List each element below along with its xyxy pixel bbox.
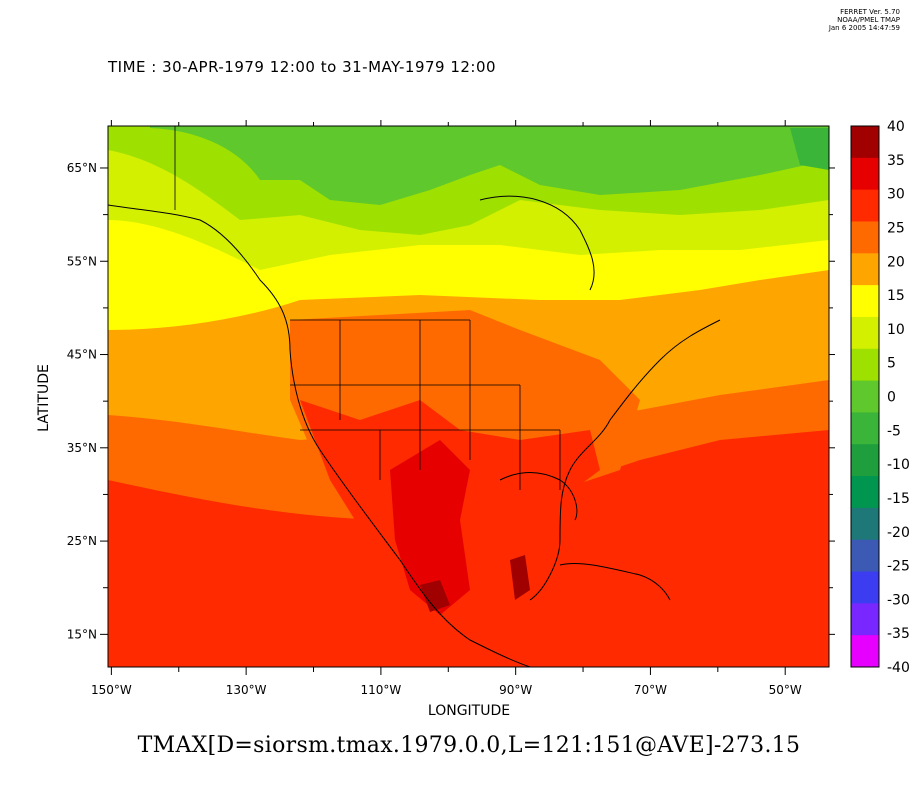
x-tick-label: 150°W bbox=[91, 683, 132, 697]
colorbar-swatch bbox=[851, 126, 879, 159]
colorbar-label: 5 bbox=[887, 356, 896, 372]
colorbar-label: -30 bbox=[887, 592, 910, 608]
field-layer bbox=[108, 126, 829, 667]
state-borders bbox=[174, 126, 561, 490]
colorbar-label: -40 bbox=[887, 660, 910, 676]
x-tick-label: 110°W bbox=[361, 683, 402, 697]
y-tick-label: 65°N bbox=[67, 161, 97, 175]
colorbar-swatch bbox=[851, 412, 879, 445]
field-band-minus5 bbox=[790, 128, 829, 170]
stamp-line: Jan 6 2005 14:47:59 bbox=[828, 24, 900, 32]
colorbar-swatch bbox=[851, 507, 879, 541]
colorbar-label: -10 bbox=[887, 457, 910, 473]
colorbar-swatch bbox=[851, 348, 879, 382]
y-tick-label: 25°N bbox=[67, 534, 97, 548]
colorbar-swatch bbox=[851, 253, 879, 286]
stamp-line: FERRET Ver. 5.70 bbox=[840, 8, 900, 16]
field-hottest-mexico bbox=[390, 440, 470, 615]
chart-title: TMAX[D=siorsm.tmax.1979.0.0,L=121:151@AV… bbox=[137, 733, 801, 758]
colorbar-label: -35 bbox=[887, 626, 910, 642]
stamp-line: NOAA/PMEL TMAP bbox=[837, 16, 900, 24]
x-axis-label: LONGITUDE bbox=[427, 703, 511, 719]
y-tick-label: 15°N bbox=[67, 627, 97, 641]
colorbar-label: 40 bbox=[887, 119, 905, 135]
y-axis-label: LATITUDE bbox=[36, 364, 52, 432]
y-tick-label: 35°N bbox=[67, 441, 97, 455]
colorbar-label: 25 bbox=[887, 220, 905, 236]
colorbar-swatch bbox=[851, 285, 879, 318]
colorbar-label: -15 bbox=[887, 491, 910, 507]
ferret-stamp: FERRET Ver. 5.70 NOAA/PMEL TMAP Jan 6 20… bbox=[760, 8, 900, 32]
field-band-0 bbox=[150, 126, 829, 205]
time-label: TIME : 30-APR-1979 12:00 to 31-MAY-1979 … bbox=[108, 58, 497, 76]
colorbar-swatch bbox=[851, 221, 879, 254]
plot-border bbox=[107, 125, 830, 668]
colorbar-swatch bbox=[851, 476, 879, 509]
x-tick-label: 90°W bbox=[499, 683, 532, 697]
coastlines bbox=[108, 195, 721, 667]
colorbar-label: 10 bbox=[887, 322, 905, 338]
field-max-cells bbox=[420, 555, 530, 612]
colorbar-label: 0 bbox=[887, 390, 896, 406]
colorbar-swatch bbox=[851, 380, 879, 413]
colorbar-label: 20 bbox=[887, 254, 905, 270]
colorbar-label: -5 bbox=[887, 423, 901, 439]
colorbar-swatch bbox=[851, 189, 879, 222]
colorbar-swatch bbox=[851, 603, 879, 636]
colorbar-border bbox=[850, 125, 880, 668]
x-tick-label: 50°W bbox=[769, 683, 802, 697]
colorbar-label: 15 bbox=[887, 288, 905, 304]
colorbar-swatch bbox=[851, 571, 879, 604]
colorbar-swatch bbox=[851, 635, 879, 668]
colorbar-swatch bbox=[851, 444, 879, 477]
x-tick-label: 130°W bbox=[226, 683, 267, 697]
colorbar-swatch bbox=[851, 539, 879, 573]
axis-ticks: 150°W 130°W 110°W 90°W 70°W 50°W 15°N 25°N 35°N 4… bbox=[67, 120, 835, 697]
colorbar: 40 35 30 25 20 15 10 5 0 -5 -10 -15 -20 -25 -30 -35 -40 bbox=[850, 119, 910, 676]
colorbar-swatch bbox=[851, 157, 879, 191]
colorbar-swatch bbox=[851, 316, 879, 350]
colorbar-label: 30 bbox=[887, 187, 905, 203]
colorbar-label: -20 bbox=[887, 525, 910, 541]
y-tick-label: 55°N bbox=[67, 254, 97, 268]
y-tick-label: 45°N bbox=[67, 348, 97, 362]
x-tick-label: 70°W bbox=[634, 683, 667, 697]
colorbar-label: 35 bbox=[887, 153, 905, 169]
colorbar-label: -25 bbox=[887, 559, 910, 575]
